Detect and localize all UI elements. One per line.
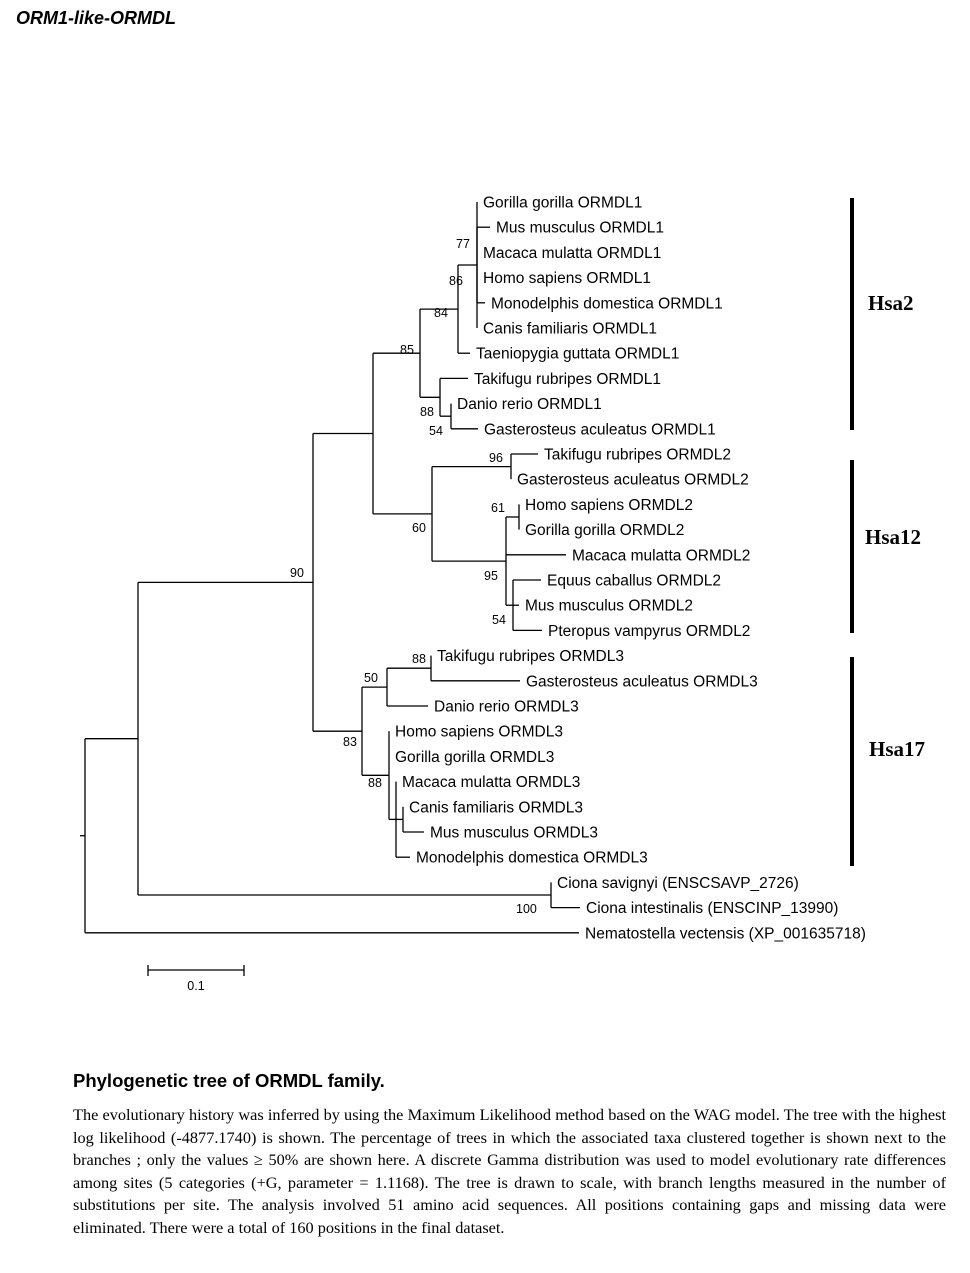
- group-bar: [850, 657, 854, 866]
- leaf-label: Macaca mulatta ORMDL2: [572, 547, 750, 564]
- leaf-label: Mus musculus ORMDL3: [430, 825, 598, 842]
- leaf-label: Gasterosteus aculeatus ORMDL1: [484, 421, 716, 438]
- group-bar: [850, 198, 854, 430]
- leaf-label: Monodelphis domestica ORMDL3: [416, 850, 648, 867]
- bootstrap-value: 54: [429, 424, 443, 438]
- bootstrap-value: 84: [434, 306, 448, 320]
- leaf-label: Canis familiaris ORMDL1: [483, 321, 657, 338]
- leaf-label: Ciona intestinalis (ENSCINP_13990): [586, 900, 838, 917]
- tree-leaf-labels: Gorilla gorilla ORMDL1 Mus musculus ORMDL…: [395, 195, 866, 943]
- leaf-label: Homo sapiens ORMDL3: [395, 724, 563, 741]
- leaf-label: Taeniopygia guttata ORMDL1: [476, 346, 679, 363]
- bootstrap-value: 100: [516, 902, 537, 916]
- leaf-label: Takifugu rubripes ORMDL2: [544, 447, 731, 464]
- leaf-label: Takifugu rubripes ORMDL3: [437, 648, 624, 665]
- bootstrap-value: 95: [484, 569, 498, 583]
- leaf-label: Homo sapiens ORMDL1: [483, 270, 651, 287]
- page-title: ORM1-like-ORMDL: [16, 8, 177, 28]
- scale-bar-label: 0.1: [187, 979, 204, 993]
- bootstrap-value: 83: [343, 735, 357, 749]
- leaf-label: Canis familiaris ORMDL3: [409, 799, 583, 816]
- leaf-label: Gasterosteus aculeatus ORMDL2: [517, 472, 749, 489]
- bootstrap-value: 88: [412, 652, 426, 666]
- tree-branches: [80, 202, 580, 934]
- group-label: Hsa2: [868, 291, 914, 315]
- caption-title: Phylogenetic tree of ORMDL family.: [73, 1070, 385, 1091]
- group-bar: [850, 460, 854, 633]
- leaf-label: Nematostella vectensis (XP_001635718): [585, 925, 866, 942]
- leaf-label: Takifugu rubripes ORMDL1: [474, 371, 661, 388]
- caption-body: The evolutionary history was inferred by…: [73, 1105, 946, 1237]
- leaf-label: Gorilla gorilla ORMDL1: [483, 195, 642, 212]
- leaf-label: Danio rerio ORMDL1: [457, 396, 602, 413]
- bootstrap-value: 88: [420, 405, 434, 419]
- bootstrap-value: 77: [456, 237, 470, 251]
- group-label: Hsa17: [869, 737, 925, 761]
- leaf-label: Gorilla gorilla ORMDL2: [525, 522, 684, 539]
- leaf-label: Monodelphis domestica ORMDL1: [491, 295, 723, 312]
- leaf-label: Gorilla gorilla ORMDL3: [395, 749, 554, 766]
- bootstrap-value: 88: [368, 776, 382, 790]
- bootstrap-value: 90: [290, 566, 304, 580]
- leaf-label: Mus musculus ORMDL2: [525, 598, 693, 615]
- bootstrap-value: 96: [489, 451, 503, 465]
- phylogenetic-tree: Gorilla gorilla ORMDL1 Mus musculus ORMDL…: [80, 195, 925, 993]
- bootstrap-value: 86: [449, 274, 463, 288]
- bootstrap-value: 50: [364, 671, 378, 685]
- scale-bar: 0.1: [147, 965, 245, 993]
- leaf-label: Ciona savignyi (ENSCSAVP_2726): [557, 875, 799, 892]
- tree-bootstrap-labels: 77 86 84 85 88 54 96 61 60 95 54 90 88 50 83 88 100: [290, 237, 537, 916]
- leaf-label: Danio rerio ORMDL3: [434, 699, 579, 716]
- leaf-label: Mus musculus ORMDL1: [496, 220, 664, 237]
- leaf-label: Homo sapiens ORMDL2: [525, 497, 693, 514]
- leaf-label: Gasterosteus aculeatus ORMDL3: [526, 673, 758, 690]
- bootstrap-value: 60: [412, 521, 426, 535]
- leaf-label: Macaca mulatta ORMDL1: [483, 245, 661, 262]
- bootstrap-value: 54: [492, 613, 506, 627]
- chromosome-groups: Hsa2 Hsa12 Hsa17: [850, 198, 925, 866]
- leaf-label: Equus caballus ORMDL2: [547, 573, 721, 590]
- bootstrap-value: 85: [400, 343, 414, 357]
- leaf-label: Macaca mulatta ORMDL3: [402, 774, 580, 791]
- leaf-label: Pteropus vampyrus ORMDL2: [548, 623, 750, 640]
- bootstrap-value: 61: [491, 501, 505, 515]
- group-label: Hsa12: [865, 525, 921, 549]
